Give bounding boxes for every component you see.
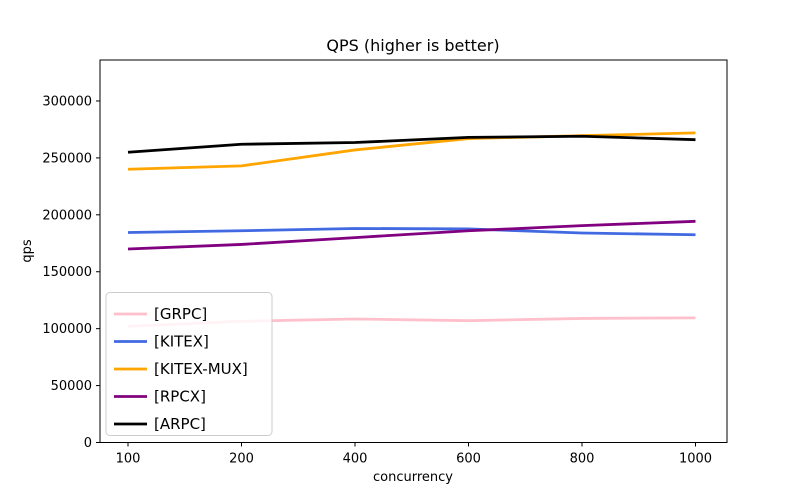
series-line-kitex bbox=[127, 227, 696, 237]
x-tick-label: 600 bbox=[456, 452, 481, 467]
x-tick-label: 1000 bbox=[679, 452, 712, 467]
y-tick-label: 50000 bbox=[51, 379, 92, 394]
x-axis-label: concurrency bbox=[373, 470, 453, 485]
x-tick-label: 400 bbox=[343, 452, 368, 467]
axes-layer: 0 50000 100000 150000 200000 250000 300000 100 2… bbox=[42, 59, 728, 467]
legend-label-grpc: [GRPC] bbox=[154, 305, 207, 323]
series-line-kitex-mux bbox=[127, 131, 696, 171]
legend: [GRPC] [KITEX] [KITEX-MUX] [RPCX] [ARPC] bbox=[105, 292, 273, 436]
y-tick-label: 300000 bbox=[42, 94, 92, 109]
series-line-rpcx bbox=[127, 219, 696, 251]
legend-label-kitex: [KITEX] bbox=[154, 333, 209, 351]
series-line-arpc bbox=[127, 134, 696, 154]
y-axis-label: qps bbox=[20, 239, 35, 263]
x-tick-label: 800 bbox=[570, 452, 595, 467]
chart-title: QPS (higher is better) bbox=[326, 36, 499, 55]
y-tick-label: 150000 bbox=[42, 265, 92, 280]
x-tick-label: 100 bbox=[116, 452, 141, 467]
legend-label-kitex-mux: [KITEX-MUX] bbox=[154, 360, 248, 378]
y-tick-label: 0 bbox=[84, 436, 92, 451]
y-tick-label: 200000 bbox=[42, 208, 92, 223]
legend-label-rpcx: [RPCX] bbox=[154, 388, 206, 406]
series-layer bbox=[127, 131, 696, 328]
axes-frame bbox=[99, 59, 728, 443]
y-tick-label: 250000 bbox=[42, 151, 92, 166]
legend-label-arpc: [ARPC] bbox=[154, 415, 206, 433]
legend-box bbox=[105, 292, 273, 436]
x-tick-label: 200 bbox=[229, 452, 254, 467]
y-tick-label: 100000 bbox=[42, 322, 92, 337]
